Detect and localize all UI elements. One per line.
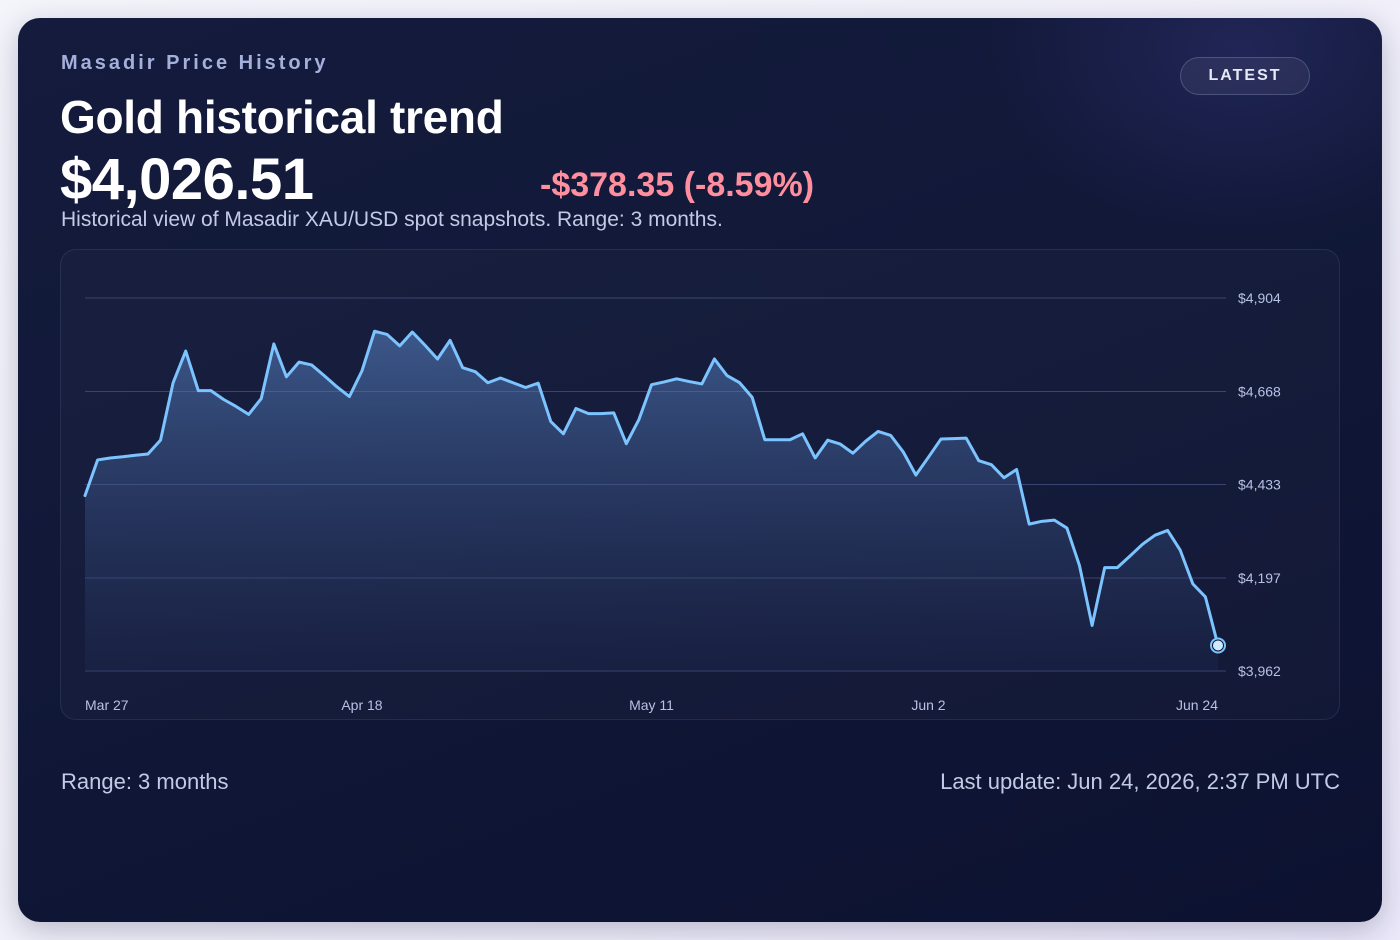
chart-description: Historical view of Masadir XAU/USD spot … <box>61 208 723 231</box>
y-tick-label: $4,904 <box>1238 290 1281 306</box>
eyebrow-label: Masadir Price History <box>61 52 329 74</box>
price-line <box>83 329 1220 647</box>
price-change: -$378.35 (-8.59%) <box>540 166 815 204</box>
x-tick-label: Jun 2 <box>911 697 945 713</box>
x-tick-label: Jun 24 <box>1176 697 1218 713</box>
footer-range: Range: 3 months <box>61 769 229 794</box>
x-tick-label: Apr 18 <box>341 697 382 713</box>
y-tick-label: $3,962 <box>1238 663 1281 679</box>
latest-badge[interactable]: LATEST <box>1180 57 1310 95</box>
current-price: $4,026.51 <box>60 147 314 212</box>
page-title: Gold historical trend <box>60 91 504 143</box>
x-tick-label: Mar 27 <box>85 697 129 713</box>
footer-last-update: Last update: Jun 24, 2026, 2:37 PM UTC <box>940 769 1340 794</box>
price-area <box>85 331 1218 671</box>
latest-point-dot <box>1213 640 1223 651</box>
x-tick-label: May 11 <box>629 697 674 713</box>
price-chart: $3,962 $4,197 $4,433 $4,668 $4,904 Mar 27 Apr… <box>83 290 1281 713</box>
y-tick-label: $4,668 <box>1238 383 1281 399</box>
y-tick-label: $4,433 <box>1238 477 1281 493</box>
y-tick-label: $4,197 <box>1238 570 1281 586</box>
price-history-card: Masadir Price History LATEST Gold histor… <box>18 18 1382 922</box>
chart-panel: $3,962 $4,197 $4,433 $4,668 $4,904 Mar 27 Apr… <box>60 249 1340 720</box>
